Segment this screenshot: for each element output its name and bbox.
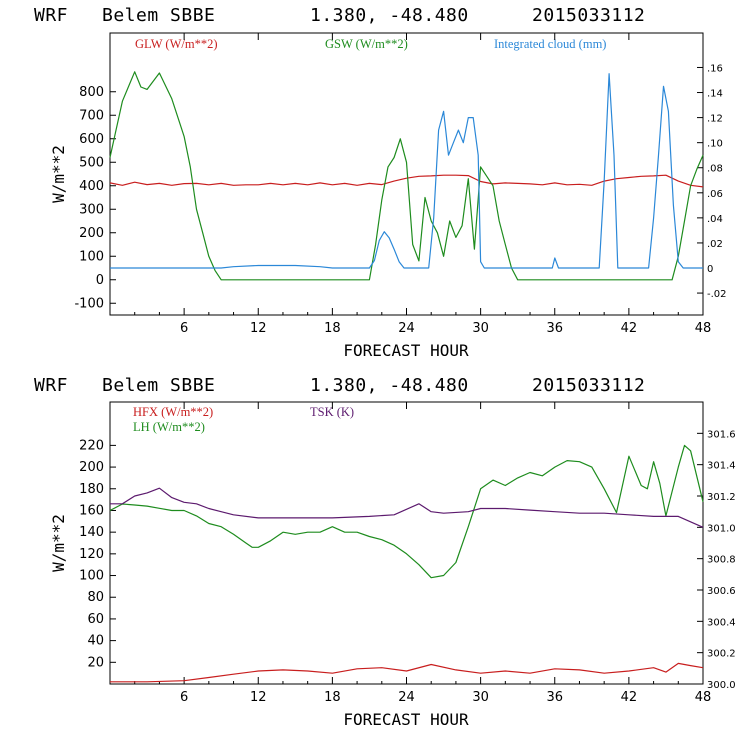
panel2-header-coords: 1.380, -48.480 [310,375,469,396]
panel2-y-tick-label: 100 [79,569,104,584]
panel2-header-model: WRF [34,375,68,396]
panel1-x-tick-label: 36 [546,321,563,336]
panel1-y2-tick-label: .02 [707,239,723,250]
panel1-legend-gsw: GSW (W/m**2) [325,37,408,51]
panel1-x-tick-label: 30 [472,321,489,336]
panel2-header-station: Belem SBBE [102,375,215,396]
panel2-x-tick-label: 36 [546,690,563,705]
panel2-y2-tick-label: 301.2 [707,492,736,503]
panel1-y-tick-label: 800 [79,85,104,100]
panel1-y-tick-label: 100 [79,249,104,264]
panel2-y-tick-label: 60 [87,612,104,627]
panel2-y2-tick-label: 300.2 [707,649,736,660]
panel1-y2-tick-label: -.02 [707,289,727,300]
panel1-y2-tick-label: .16 [707,63,723,74]
panel1-y2-tick-label: .08 [707,164,723,175]
panel1-x-tick-label: 48 [695,321,712,336]
panel1-y2-tick-label: .06 [707,189,723,200]
panel1-ticks: 6 12 18 24 30 36 42 48 -100 0 100 200 300 400 500 600 70… [74,33,727,336]
flux-panel: WRF Belem SBBE 1.380, -48.480 2015033112… [34,375,736,729]
panel1-series-line-0 [109,174,704,188]
panel1-y2-tick-label: .10 [707,139,723,150]
panel2-y-tick-label: 120 [79,547,104,562]
panel2-y2-tick-label: 301.6 [707,429,736,440]
panel2-x-axis-label: FORECAST HOUR [343,710,469,729]
panel1-y-tick-label: 200 [79,226,104,241]
radiation-panel: WRF Belem SBBE 1.380, -48.480 2015033112… [34,5,727,360]
panel1-y-tick-label: 400 [79,179,104,194]
panel2-y2-tick-label: 300.8 [707,555,736,566]
panel2-y2-tick-label: 301.4 [707,461,736,472]
panel1-header-station: Belem SBBE [102,5,215,26]
panel1-y2-tick-label: .12 [707,114,723,125]
panel1-x-tick-label: 24 [398,321,415,336]
panel1-x-tick-label: 18 [324,321,341,336]
panel2-header-run: 2015033112 [532,375,645,396]
panel2-y-tick-label: 140 [79,525,104,540]
panel1-y-tick-label: 500 [79,155,104,170]
panel2-y2-tick-label: 300.0 [707,680,736,691]
panel2-y2-tick-label: 301.0 [707,523,736,534]
panel1-y2-tick-label: .04 [707,214,723,225]
panel2-x-tick-label: 18 [324,690,341,705]
panel2-x-tick-label: 42 [621,690,638,705]
panel2-y-tick-label: 180 [79,482,104,497]
panel2-y2-tick-label: 300.4 [707,617,736,628]
panel2-y-tick-label: 200 [79,460,104,475]
panel1-header-model: WRF [34,5,68,26]
panel2-y-tick-label: 40 [87,634,104,649]
panel2-y-tick-label: 160 [79,503,104,518]
panel1-series-line-1 [109,71,704,281]
panel2-x-tick-label: 12 [250,690,267,705]
panel1-y-axis-label: W/m**2 [49,145,68,203]
panel1-x-tick-label: 6 [180,321,188,336]
panel2-y2-tick-label: 300.6 [707,586,736,597]
panel1-y-tick-label: 600 [79,132,104,147]
panel2-series-line-0 [110,662,704,683]
panel2-ticks: 6 12 18 24 30 36 42 48 20 40 60 80 100 120 140 160 180 20… [79,402,736,705]
panel2-y-axis-label: W/m**2 [49,514,68,572]
panel1-series [109,71,704,281]
panel1-y-tick-label: 700 [79,108,104,123]
panel2-series-line-1 [109,444,704,579]
panel1-y2-tick-label: .14 [707,89,723,100]
panel1-x-tick-label: 12 [250,321,267,336]
panel1-header-coords: 1.380, -48.480 [310,5,469,26]
panel1-y-tick-label: 300 [79,202,104,217]
panel2-legend-tsk: TSK (K) [310,405,354,419]
panel1-series-line-2 [110,73,703,269]
panel1-x-tick-label: 42 [621,321,638,336]
panel1-y2-tick-label: 0 [707,264,713,275]
panel1-header-run: 2015033112 [532,5,645,26]
panel1-legend-cloud: Integrated cloud (mm) [494,37,606,51]
panel1-y-tick-label: 0 [96,273,104,288]
panel1-legend-glw: GLW (W/m**2) [135,37,218,51]
panel2-legend-hfx: HFX (W/m**2) [133,405,213,419]
panel2-y-tick-label: 20 [87,655,104,670]
panel2-x-tick-label: 6 [180,690,188,705]
panel2-x-tick-label: 30 [472,690,489,705]
panel2-x-tick-label: 24 [398,690,415,705]
panel2-series [109,444,704,683]
panel1-x-axis-label: FORECAST HOUR [343,341,469,360]
panel2-y-tick-label: 220 [79,438,104,453]
panel1-y-tick-label: -100 [74,296,104,311]
panel2-legend-lh: LH (W/m**2) [133,420,205,434]
panel2-x-tick-label: 48 [695,690,712,705]
panel2-plot-frame [109,401,704,685]
panel2-y-tick-label: 80 [87,590,104,605]
panel2-series-line-2 [110,487,704,528]
